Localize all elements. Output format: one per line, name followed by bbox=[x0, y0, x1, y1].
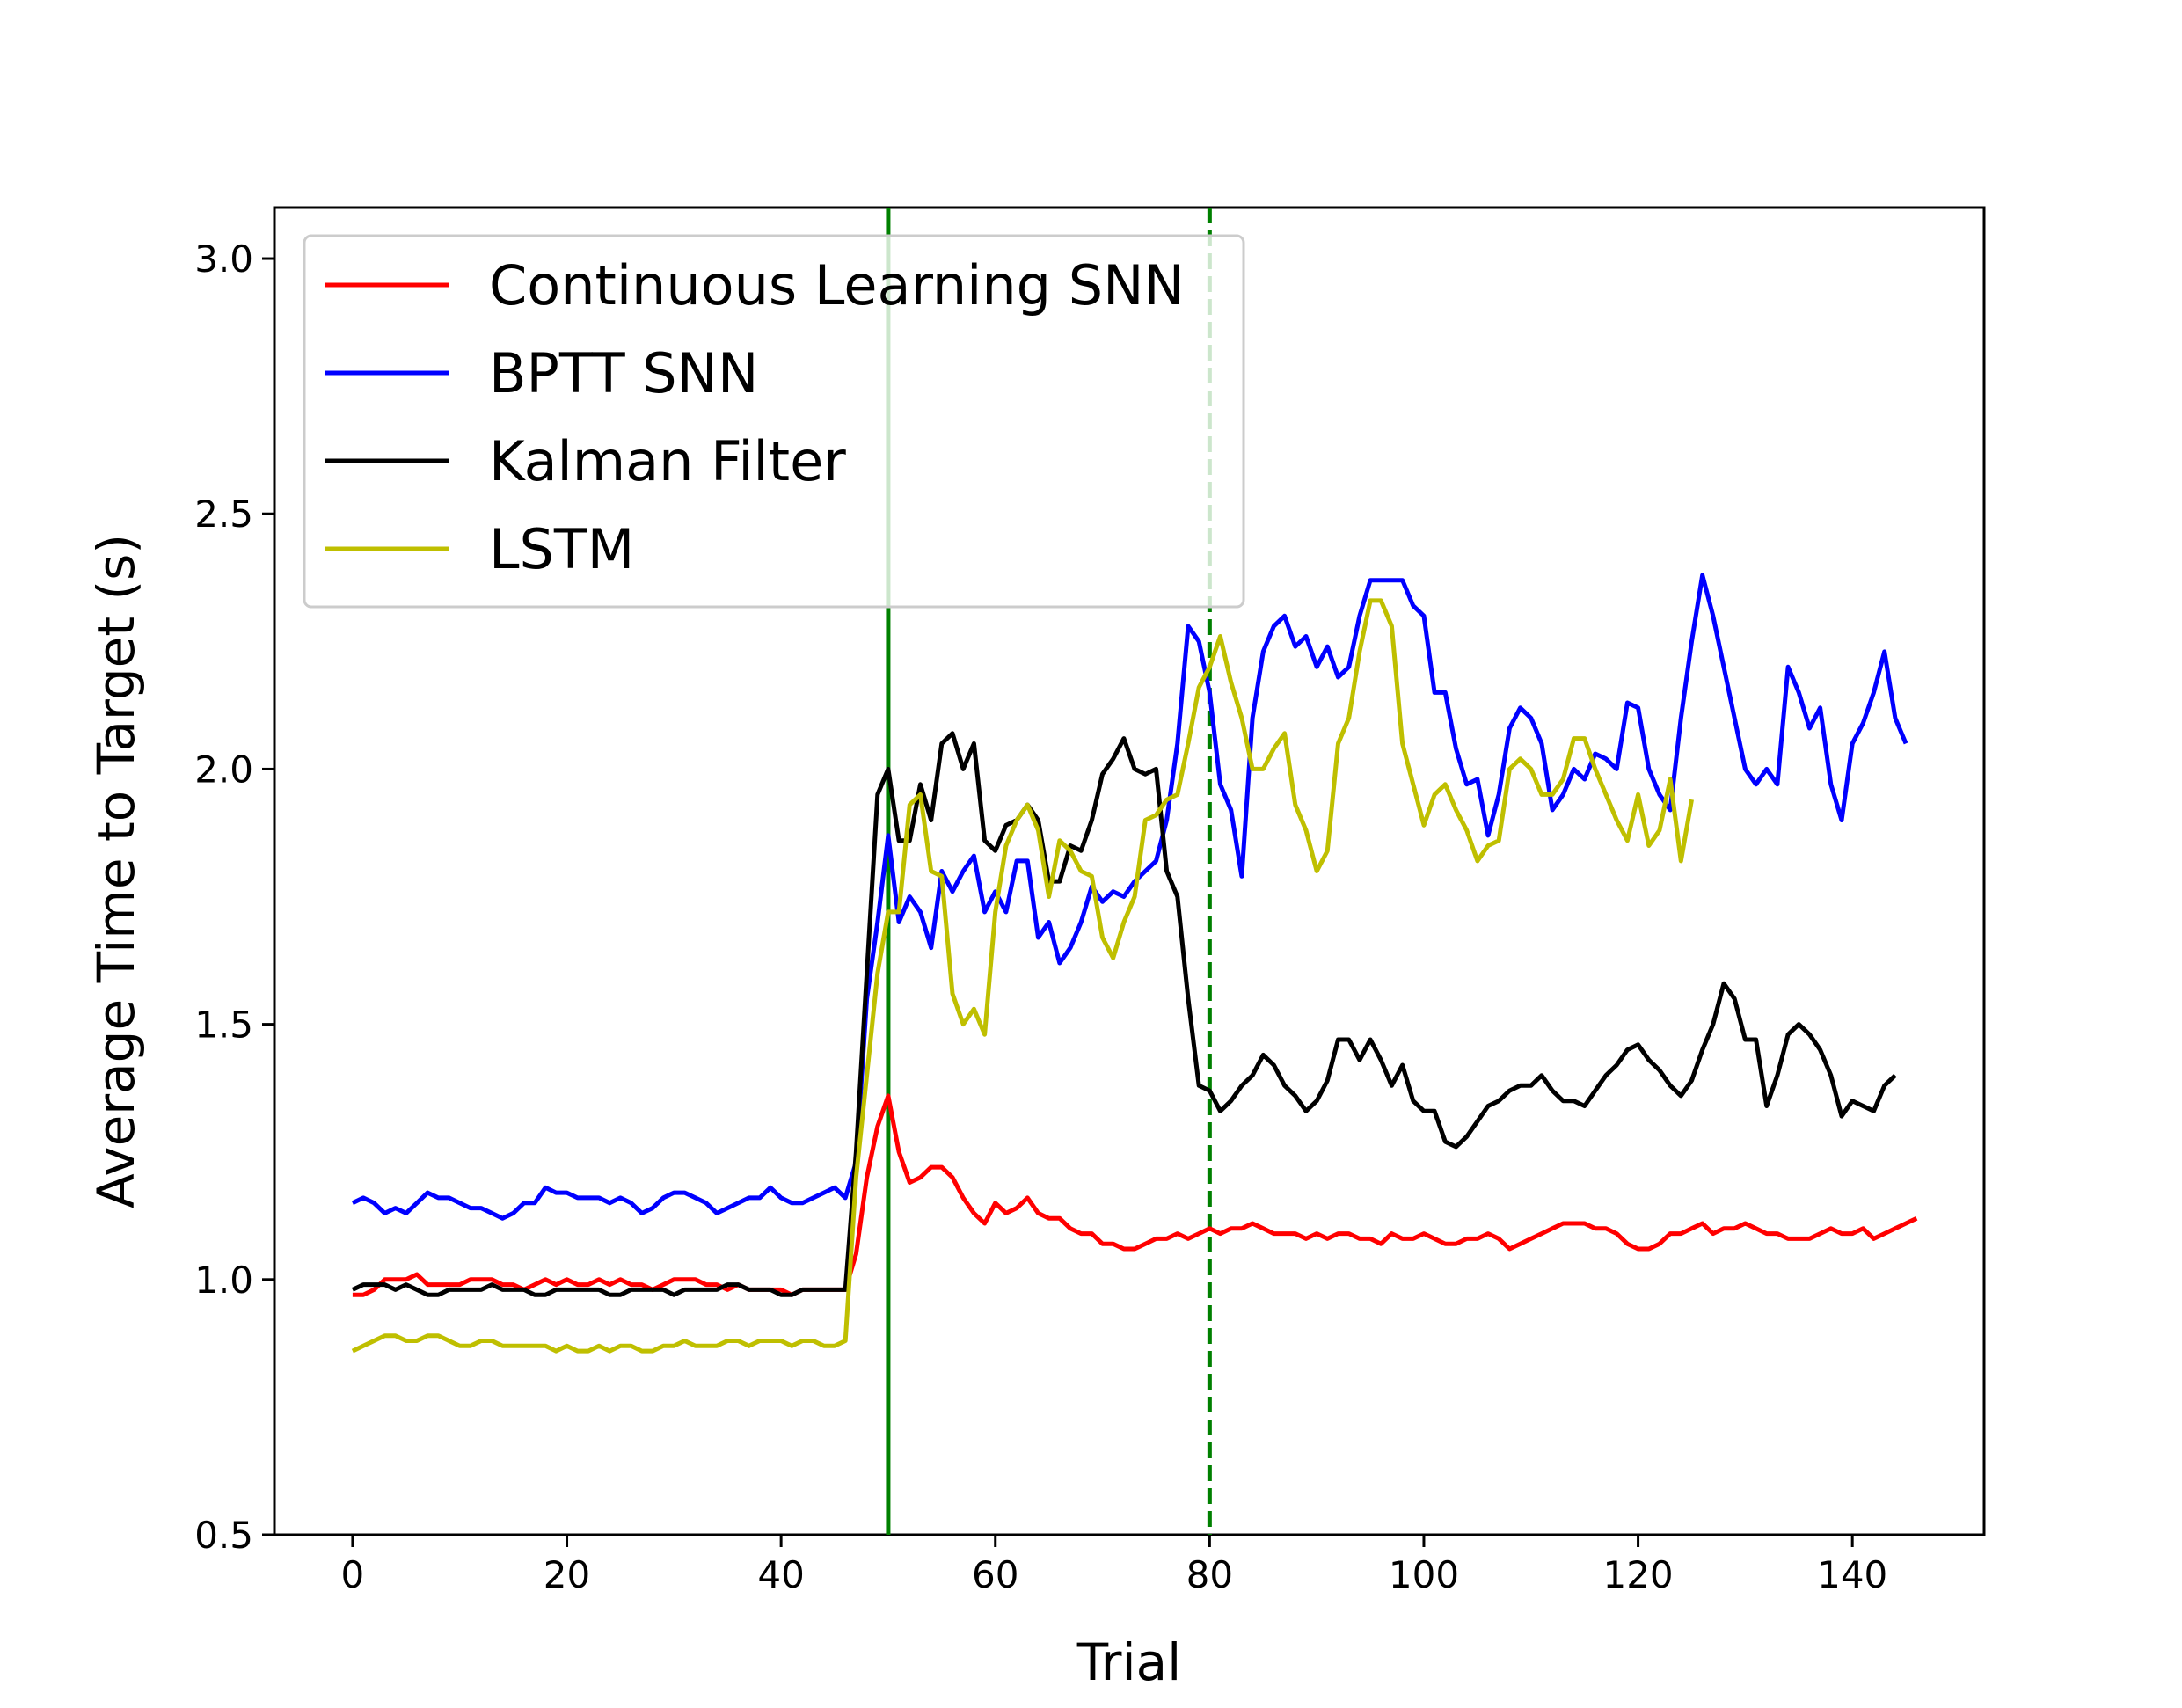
legend-label-2: Kalman Filter bbox=[489, 429, 846, 493]
legend-label-1: BPTT SNN bbox=[489, 341, 758, 405]
y-tick-label: 2.5 bbox=[194, 493, 253, 536]
x-tick-label: 80 bbox=[1186, 1553, 1233, 1596]
x-tick-label: 20 bbox=[544, 1553, 590, 1596]
y-axis-ticks: 0.5 1.0 1.5 2.0 2.5 3.0 bbox=[194, 237, 274, 1557]
y-axis-label: Average Time to Target (s) bbox=[86, 534, 146, 1208]
y-tick-label: 2.0 bbox=[194, 748, 253, 791]
y-tick-label: 1.0 bbox=[194, 1259, 253, 1302]
x-tick-label: 140 bbox=[1817, 1553, 1887, 1596]
legend-box bbox=[303, 234, 1245, 609]
y-tick-label: 3.0 bbox=[194, 237, 253, 281]
legend-label-0: Continuous Learning SNN bbox=[489, 253, 1185, 318]
x-tick-label: 120 bbox=[1602, 1553, 1673, 1596]
series-lines bbox=[351, 573, 1918, 1354]
series-line-2 bbox=[351, 731, 1897, 1297]
legend-label-3: LSTM bbox=[489, 517, 634, 581]
series-line-3 bbox=[351, 598, 1694, 1354]
x-tick-label: 0 bbox=[341, 1553, 365, 1596]
x-tick-label: 100 bbox=[1389, 1553, 1459, 1596]
y-tick-label: 1.5 bbox=[194, 1004, 253, 1047]
series-line-0 bbox=[352, 1093, 1918, 1297]
y-tick-label: 0.5 bbox=[194, 1514, 253, 1557]
series-line-1 bbox=[351, 573, 1908, 1221]
x-axis-label: Trial bbox=[1076, 1632, 1182, 1692]
x-tick-label: 60 bbox=[972, 1553, 1018, 1596]
legend: Continuous Learning SNN BPTT SNN Kalman Fi… bbox=[303, 234, 1245, 609]
x-axis-ticks: 0 20 40 60 80 100 120 140 bbox=[341, 1535, 1887, 1596]
plot-frame bbox=[273, 206, 1986, 1536]
x-tick-label: 40 bbox=[757, 1553, 804, 1596]
